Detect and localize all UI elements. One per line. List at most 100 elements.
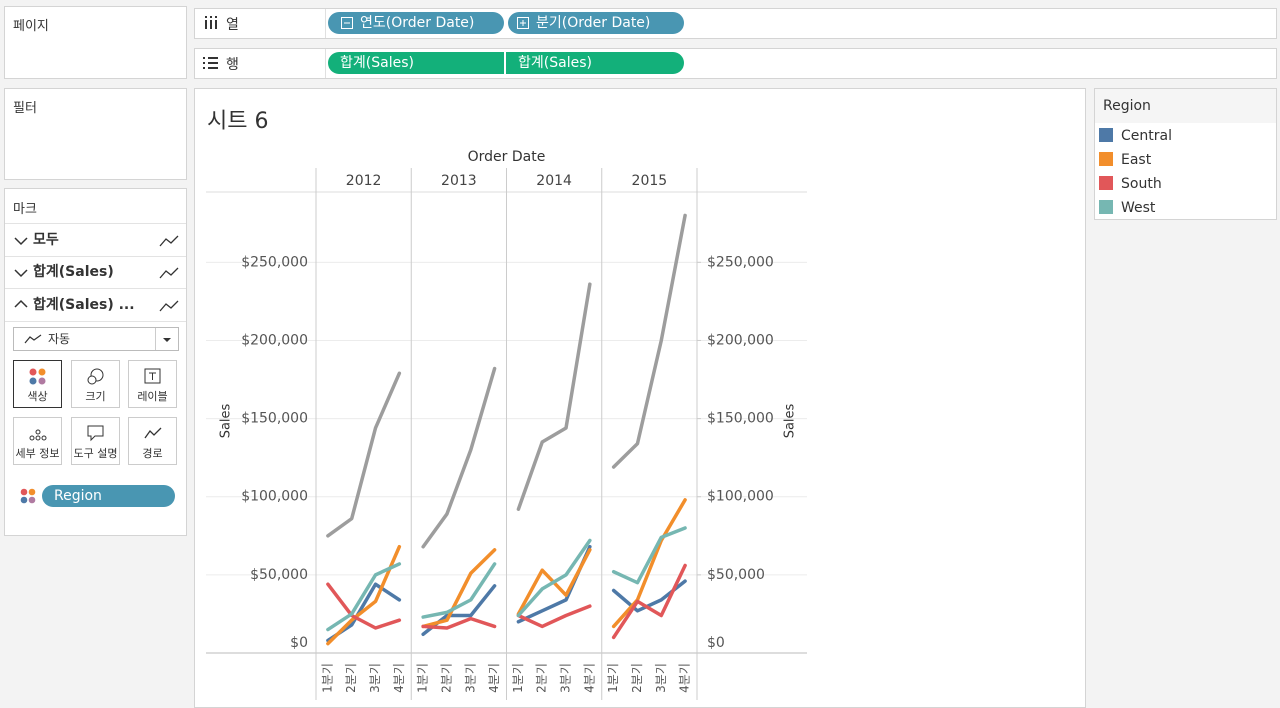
year-label: 2015	[632, 173, 668, 189]
legend-swatch	[1099, 152, 1113, 166]
marks-layer[interactable]: 합계(Sales) ...	[5, 289, 186, 322]
series-line	[326, 582, 402, 630]
quarter-label: 2분기	[344, 663, 358, 693]
pages-title: 페이지	[13, 19, 49, 34]
pill-label: 분기(Order Date)	[536, 15, 651, 31]
series-line	[326, 371, 402, 538]
tooltip-button[interactable]: 도구 설명	[71, 417, 120, 465]
button-label: 색상	[27, 390, 48, 403]
quarter-label: 3분기	[559, 663, 573, 693]
quarter-label: 2분기	[630, 663, 644, 693]
quarter-label: 1분기	[511, 663, 525, 693]
legend-item[interactable]: East	[1099, 150, 1151, 170]
y-tick-label: $100,000	[241, 489, 308, 505]
series-line	[611, 498, 687, 629]
legend-swatch	[1099, 200, 1113, 214]
legend-label: South	[1121, 176, 1162, 192]
mark-type-dropdown[interactable]: 자동	[13, 327, 179, 351]
quarter-label: 3분기	[654, 663, 668, 693]
size-button[interactable]: 크기	[71, 360, 120, 408]
sheet-title: 시트 6	[207, 109, 269, 134]
series-line	[516, 604, 592, 629]
columns-label: 열	[226, 17, 239, 33]
legend: Region Central East South West	[1094, 88, 1277, 220]
color-button[interactable]: 색상	[13, 360, 62, 408]
y2-tick-label: $50,000	[707, 567, 765, 583]
year-label: 2012	[346, 173, 382, 189]
row-pill[interactable]: 합계(Sales)	[506, 52, 684, 74]
year-label: 2014	[536, 173, 572, 189]
layer-label: 합계(Sales) ...	[33, 297, 135, 313]
series-line	[611, 213, 687, 469]
y-tick-label: $150,000	[241, 411, 308, 427]
marks-card: 마크 모두 합계(Sales) 합계(Sales) ... 자동 색상 크기 레…	[4, 188, 187, 536]
y-tick-label: $50,000	[250, 567, 308, 583]
y2-tick-label: $250,000	[707, 254, 774, 270]
y-tick-label: $0	[290, 635, 308, 651]
series-line	[516, 538, 592, 618]
rows-shelf: 행 합계(Sales) 합계(Sales)	[194, 48, 1277, 79]
button-label: 크기	[85, 390, 106, 403]
quarter-label: 1분기	[320, 663, 334, 693]
label-button[interactable]: 레이블	[128, 360, 177, 408]
column-pill[interactable]: 분기(Order Date)	[508, 12, 684, 34]
y2-tick-label: $100,000	[707, 489, 774, 505]
series-line	[326, 544, 402, 646]
y2-tick-label: $200,000	[707, 332, 774, 348]
marks-layer[interactable]: 모두	[5, 223, 186, 257]
legend-label: Central	[1121, 128, 1172, 144]
quarter-label: 1분기	[606, 663, 620, 693]
x-title: Order Date	[468, 149, 546, 165]
series-line	[611, 526, 687, 585]
button-label: 경로	[142, 447, 163, 460]
layer-label: 합계(Sales)	[33, 264, 114, 280]
series-line	[421, 616, 497, 630]
row-pill[interactable]: 합계(Sales)	[328, 52, 504, 74]
quarter-label: 4분기	[582, 663, 596, 693]
series-line	[611, 563, 687, 640]
filters-title: 필터	[13, 101, 37, 116]
y-tick-label: $250,000	[241, 254, 308, 270]
legend-item[interactable]: South	[1099, 174, 1162, 194]
y-tick-label: $200,000	[241, 332, 308, 348]
series-line	[326, 562, 402, 632]
region-pill[interactable]: Region	[42, 485, 175, 507]
legend-label: East	[1121, 152, 1152, 168]
legend-item[interactable]: Central	[1099, 126, 1172, 146]
button-label: 도구 설명	[73, 447, 118, 460]
quarter-label: 4분기	[392, 663, 406, 693]
columns-shelf: 열 연도(Order Date) 분기(Order Date)	[194, 8, 1277, 39]
legend-swatch	[1099, 128, 1113, 142]
button-label: 세부 정보	[15, 447, 60, 460]
filters-shelf[interactable]: 필터	[4, 88, 187, 180]
series-line	[421, 548, 497, 629]
pages-shelf[interactable]: 페이지	[4, 6, 187, 79]
layer-label: 모두	[33, 232, 59, 248]
legend-title: Region	[1095, 89, 1276, 123]
legend-swatch	[1099, 176, 1113, 190]
y2-tick-label: $150,000	[707, 411, 774, 427]
color-pill-icon	[20, 488, 36, 504]
series-line	[516, 282, 592, 511]
pill-label: 연도(Order Date)	[360, 15, 475, 31]
marks-layer[interactable]: 합계(Sales)	[5, 256, 186, 289]
legend-item[interactable]: West	[1099, 198, 1155, 218]
marks-title: 마크	[13, 202, 37, 217]
series-line	[421, 366, 497, 549]
series-line	[421, 562, 497, 619]
rows-label: 행	[226, 57, 239, 73]
year-label: 2013	[441, 173, 477, 189]
button-label: 레이블	[137, 390, 168, 403]
quarter-label: 2분기	[535, 663, 549, 693]
detail-button[interactable]: 세부 정보	[13, 417, 62, 465]
y2-tick-label: $0	[707, 635, 725, 651]
quarter-label: 3분기	[463, 663, 477, 693]
quarter-label: 3분기	[368, 663, 382, 693]
legend-label: West	[1121, 200, 1156, 216]
path-button[interactable]: 경로	[128, 417, 177, 465]
quarter-label: 1분기	[416, 663, 430, 693]
y-title: Sales	[219, 403, 234, 438]
column-pill[interactable]: 연도(Order Date)	[328, 12, 504, 34]
quarter-label: 4분기	[487, 663, 501, 693]
